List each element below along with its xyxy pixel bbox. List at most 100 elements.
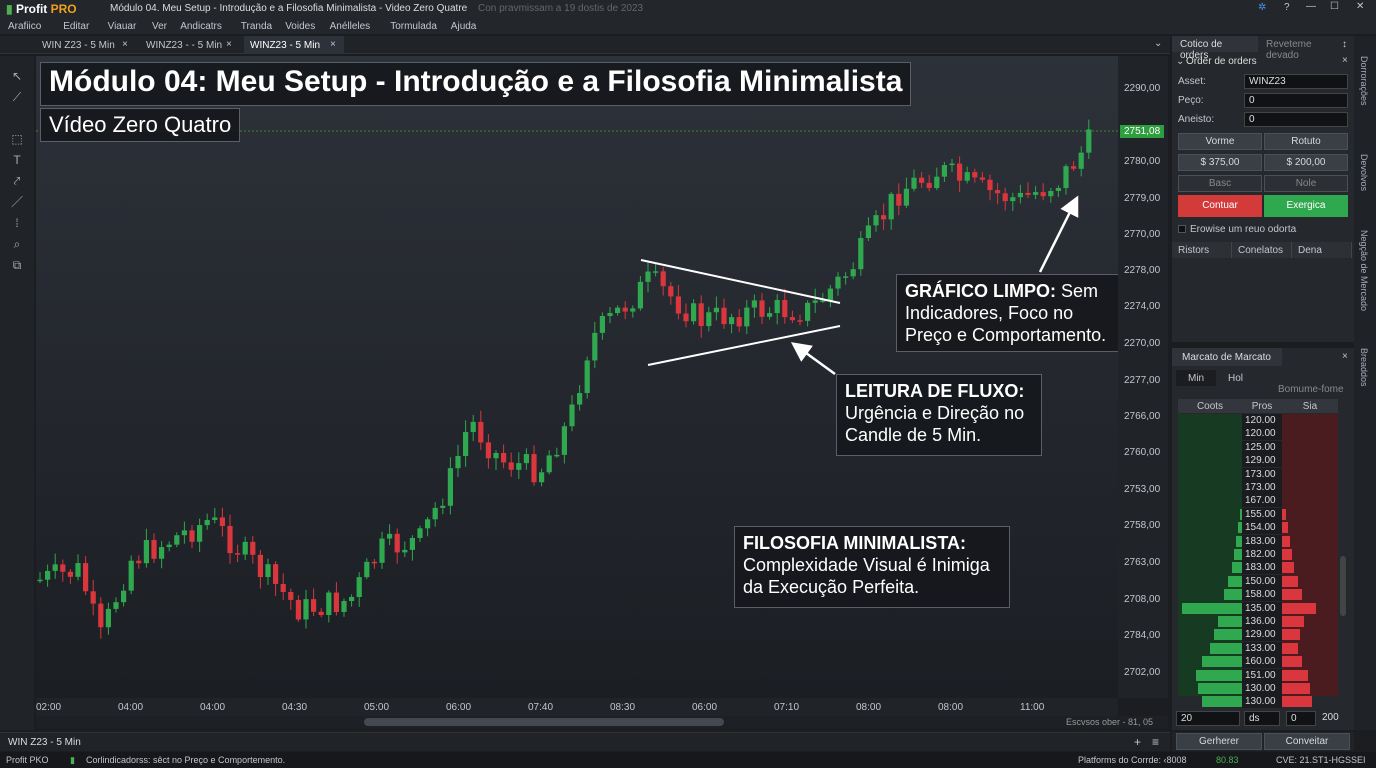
panel-header: Marcato de Marcato <box>1172 348 1282 366</box>
time-label: 04:30 <box>282 702 308 713</box>
chart-tab[interactable]: WINZ23 - 5 Min <box>244 36 344 54</box>
subtab[interactable]: Conelatos <box>1232 242 1292 258</box>
bottom-tab[interactable]: WIN Z23 - 5 Min <box>8 737 81 748</box>
scrollbar[interactable]: Escvsos ober - 81, 05 <box>36 716 1168 728</box>
bid-bar <box>1182 602 1242 614</box>
side-tab[interactable]: Breaddos <box>1359 348 1369 387</box>
menu-item[interactable]: Andicatrs <box>180 21 222 32</box>
depth-input[interactable]: 0 <box>1286 711 1316 726</box>
candle <box>159 547 165 559</box>
candle <box>827 288 833 301</box>
subtab[interactable]: Ristors <box>1172 242 1232 258</box>
button[interactable]: Gerherer <box>1176 733 1262 750</box>
ask-bar <box>1282 696 1312 708</box>
side-tab[interactable]: Devolvos <box>1359 154 1369 192</box>
input[interactable]: WINZ23 <box>1244 74 1348 89</box>
depth-input[interactable]: ds <box>1244 711 1280 726</box>
callout: FILOSOFIA MINIMALISTA: Complexidade Visua… <box>734 526 1010 608</box>
candle <box>1071 166 1077 169</box>
video-subtitle: Vídeo Zero Quatro <box>40 108 241 142</box>
callout-text: Preço e Comportamento. <box>905 325 1107 345</box>
tab-close[interactable]: × <box>122 39 128 50</box>
depth-tab[interactable]: Hol <box>1228 373 1244 384</box>
button[interactable]: Exergica <box>1264 195 1348 217</box>
scroll-thumb[interactable] <box>364 718 724 726</box>
menu-item[interactable]: Viauar <box>107 21 137 32</box>
menu-item[interactable]: Editar <box>63 21 90 32</box>
panel-tab[interactable]: Reveteme devado <box>1266 39 1312 61</box>
candle <box>75 563 81 577</box>
candle <box>554 454 560 457</box>
menu-item[interactable]: Tormulada <box>390 21 437 32</box>
button[interactable]: Nole <box>1264 175 1348 192</box>
candle <box>873 215 879 226</box>
candle <box>896 193 902 206</box>
price-level: 158.00 <box>1242 588 1282 602</box>
menu-item[interactable]: Arafiico <box>8 21 42 32</box>
side-tab[interactable]: Negção de Mercado <box>1359 230 1369 312</box>
candle <box>356 577 362 598</box>
menu-item[interactable]: Ver <box>152 21 168 32</box>
checkbox[interactable] <box>1178 225 1186 233</box>
depth-input[interactable]: 200 <box>1322 712 1339 723</box>
candle <box>83 563 89 592</box>
chart-tab[interactable]: WINZ23 - - 5 Min <box>146 40 223 51</box>
candle <box>584 360 590 394</box>
tab-list[interactable]: ≡ <box>1152 735 1160 749</box>
candle <box>501 452 507 463</box>
input[interactable]: 0 <box>1244 93 1348 108</box>
candle <box>957 163 963 181</box>
candle <box>189 530 195 542</box>
button[interactable]: Basc <box>1178 175 1262 192</box>
minimize[interactable]: — <box>1306 1 1316 12</box>
add-tab[interactable]: + <box>1134 735 1142 749</box>
candle <box>759 300 765 317</box>
price-level: 155.00 <box>1242 507 1282 521</box>
candle <box>387 533 393 539</box>
candle <box>721 307 727 325</box>
time-label: 05:00 <box>364 702 390 713</box>
close[interactable]: ✕ <box>1356 1 1365 12</box>
price-label: 2702,00 <box>1124 667 1161 678</box>
ask-bar <box>1282 629 1300 641</box>
tab-close[interactable]: × <box>330 39 336 50</box>
depth-tab[interactable]: Min <box>1176 370 1216 386</box>
time-label: 11:00 <box>1020 702 1045 713</box>
candle <box>447 468 453 506</box>
help-icon[interactable]: ? <box>1284 2 1290 13</box>
candle <box>615 307 621 314</box>
menu-item[interactable]: Ajuda <box>450 21 477 32</box>
settings-icon[interactable]: ✲ <box>1258 2 1267 13</box>
menu-item[interactable]: Tranda <box>240 21 273 32</box>
button[interactable]: Contuar <box>1178 195 1262 217</box>
scroll <box>1340 556 1346 616</box>
status-value: 80.83 <box>1216 755 1239 765</box>
close[interactable]: × <box>1342 55 1348 66</box>
button[interactable]: $ 200,00 <box>1264 154 1348 171</box>
panel-close[interactable]: ↕ <box>1342 39 1347 50</box>
subtab[interactable]: Dena <box>1292 242 1352 258</box>
chart-tab[interactable]: WIN Z23 - 5 Min <box>42 40 115 51</box>
depth-mode[interactable]: Bomume-fome <box>1278 384 1344 395</box>
menu-item[interactable]: Voides <box>285 21 316 32</box>
input[interactable]: 0 <box>1244 112 1348 127</box>
menu-item[interactable]: Anélleles <box>329 21 371 32</box>
button[interactable]: Conveitar <box>1264 733 1350 750</box>
candle <box>394 533 400 553</box>
candle <box>751 300 757 308</box>
side-tab[interactable]: Dorrorações <box>1359 56 1369 106</box>
bid-bar <box>1218 616 1242 627</box>
maximize[interactable]: ☐ <box>1330 1 1339 12</box>
depth-input[interactable]: 20 <box>1176 711 1240 726</box>
button[interactable]: Vorme <box>1178 133 1262 150</box>
close[interactable]: × <box>1342 351 1348 362</box>
candle <box>121 590 127 603</box>
candle <box>744 307 750 327</box>
button[interactable]: Rotuto <box>1264 133 1348 150</box>
bid-bar <box>1240 508 1242 520</box>
candle <box>219 517 225 526</box>
tab-menu[interactable]: ⌄ <box>1154 38 1163 49</box>
tab-close[interactable]: × <box>226 39 232 50</box>
button[interactable]: $ 375,00 <box>1178 154 1262 171</box>
panel-tab[interactable]: Cotico de orders <box>1172 36 1258 61</box>
